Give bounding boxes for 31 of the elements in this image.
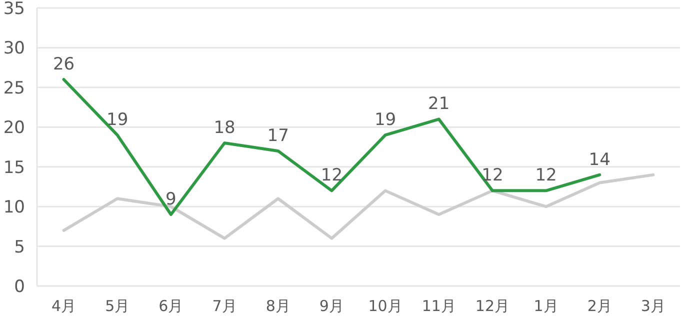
data-label: 17	[267, 126, 289, 146]
y-tick-label: 5	[14, 237, 25, 258]
x-tick-label: 5月	[105, 297, 130, 315]
x-tick-label: 12月	[475, 297, 510, 315]
data-label: 12	[535, 166, 557, 186]
y-tick-label: 0	[14, 277, 25, 297]
x-tick-label: 10月	[368, 297, 402, 315]
y-tick-label: 20	[3, 118, 25, 138]
y-tick-label: 10	[3, 198, 25, 218]
x-tick-label: 6月	[158, 297, 184, 315]
y-tick-label: 15	[3, 158, 25, 178]
y-tick-label: 35	[3, 0, 25, 19]
x-tick-label: 11月	[422, 297, 456, 315]
data-label: 21	[428, 94, 450, 114]
y-tick-label: 25	[3, 78, 25, 98]
data-label: 14	[588, 150, 610, 170]
data-label: 9	[166, 190, 176, 210]
data-label: 26	[52, 54, 75, 74]
x-tick-label: 3月	[640, 297, 666, 315]
x-tick-label: 2月	[587, 297, 612, 315]
data-label: 12	[320, 166, 343, 186]
x-tick-label: 4月	[52, 297, 76, 315]
x-tick-label: 9月	[319, 297, 344, 315]
data-label: 19	[106, 110, 128, 130]
data-label: 19	[374, 110, 396, 130]
x-tick-label: 1月	[534, 297, 558, 315]
x-tick-label: 8月	[266, 297, 290, 315]
data-label: 18	[214, 118, 236, 138]
x-tick-label: 7月	[212, 297, 237, 315]
data-label: 12	[482, 166, 504, 186]
y-tick-label: 30	[3, 38, 25, 59]
